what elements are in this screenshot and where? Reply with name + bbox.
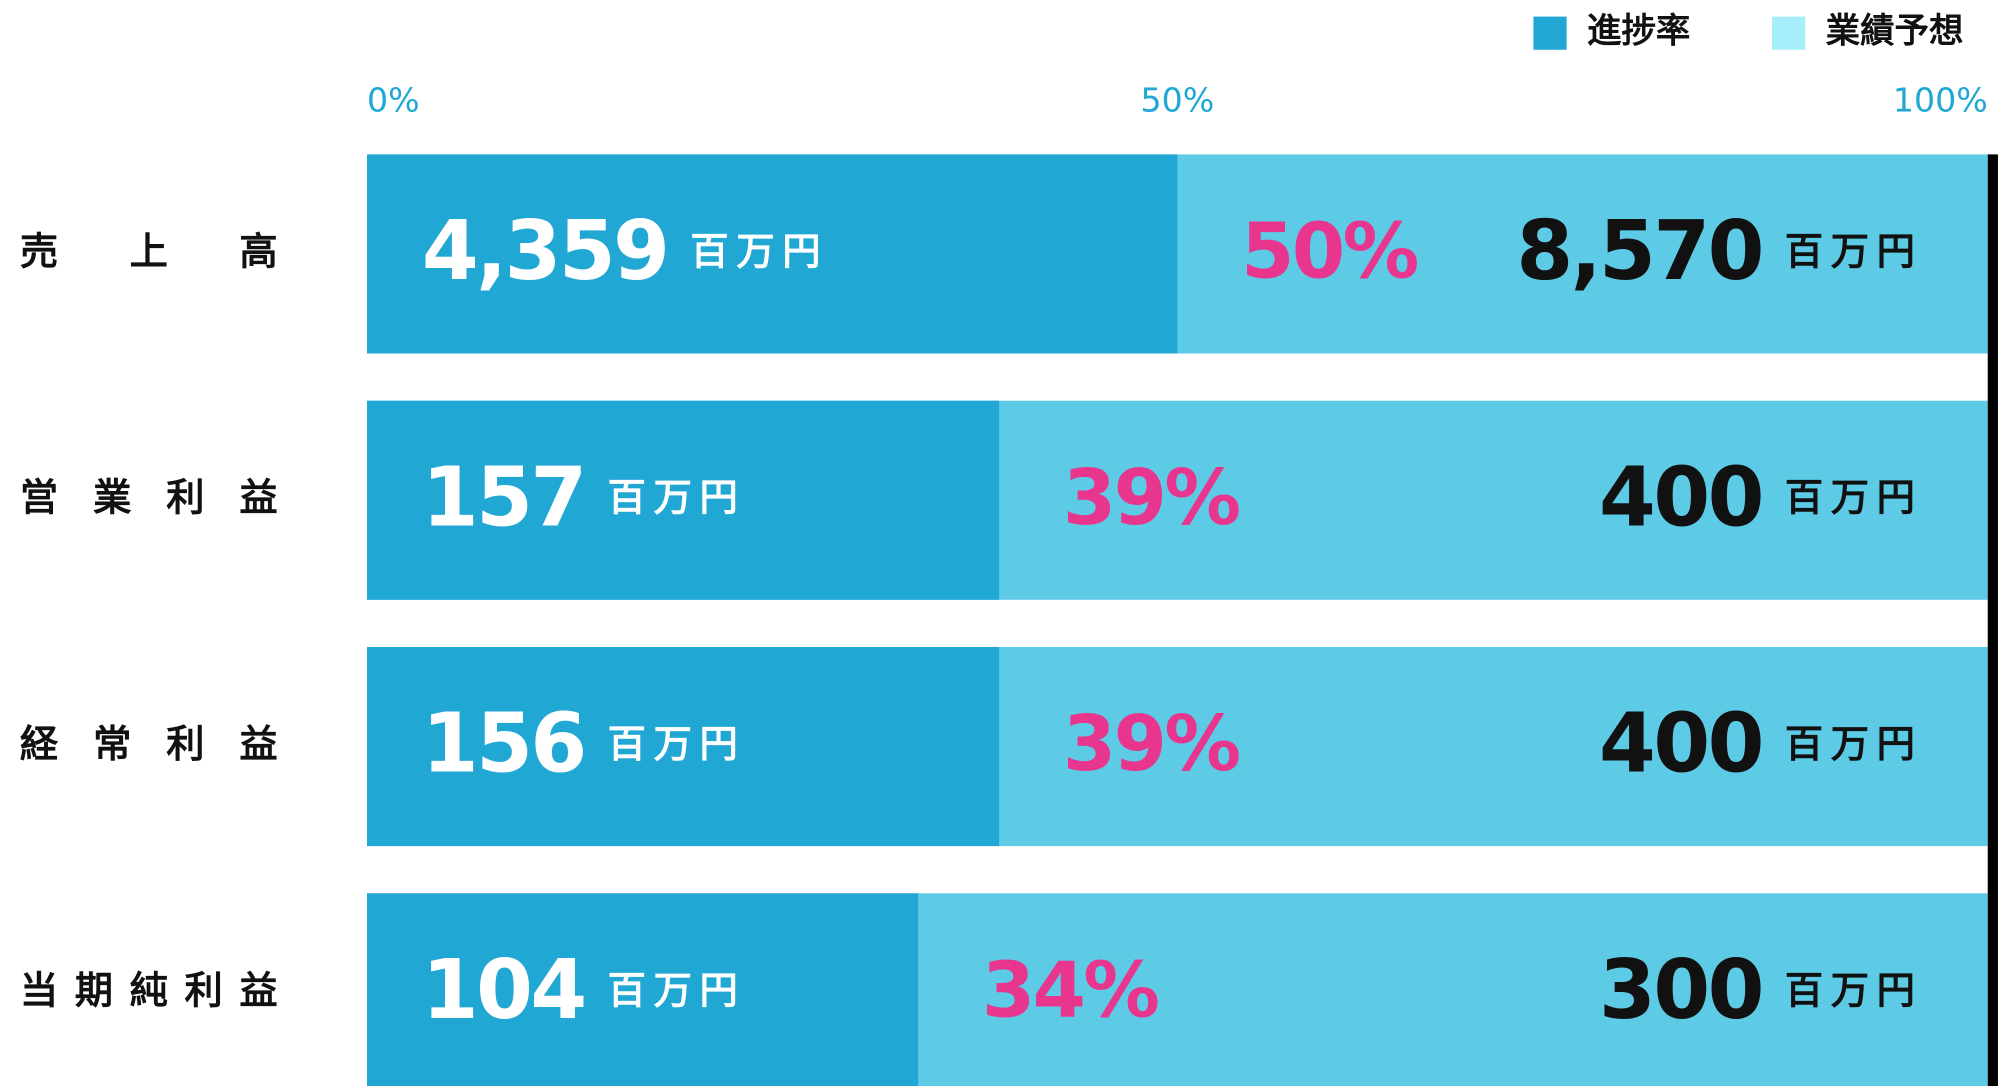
progress-label: 34% — [982, 946, 1158, 1035]
forecast-value: 400 — [1599, 450, 1762, 545]
category-label: 経常利益 — [20, 722, 278, 767]
progress-label: 39% — [1063, 700, 1239, 789]
actual-value: 156 — [422, 697, 585, 792]
unit-label: 百万円 — [608, 476, 746, 521]
legend-swatch — [1533, 16, 1567, 50]
forecast-value: 400 — [1599, 697, 1762, 792]
unit-label: 百万円 — [608, 722, 746, 767]
x-tick-label: 50% — [1141, 81, 1215, 120]
unit-label: 百万円 — [690, 229, 828, 274]
progress-label: 50% — [1241, 207, 1417, 296]
forecast-value: 300 — [1599, 943, 1762, 1038]
progress-bar — [367, 647, 1000, 847]
x-tick-label: 100% — [1893, 81, 1988, 120]
actual-value: 4,359 — [422, 204, 668, 299]
category-label: 当期純利益 — [20, 968, 278, 1013]
unit-label: 百万円 — [1785, 968, 1923, 1013]
actual-value: 104 — [422, 943, 585, 1038]
unit-label: 百万円 — [1785, 722, 1923, 767]
progress-label: 39% — [1063, 454, 1239, 543]
progress-bar — [367, 154, 1178, 354]
legend-label: 進捗率 — [1587, 12, 1690, 52]
progress-bar — [367, 893, 919, 1086]
forecast-value: 8,570 — [1516, 204, 1762, 299]
unit-label: 百万円 — [1785, 476, 1923, 521]
legend-label: 業績予想 — [1826, 12, 1964, 52]
unit-label: 百万円 — [608, 968, 746, 1013]
x-tick-label: 0% — [367, 81, 420, 120]
progress-bar — [367, 400, 1000, 600]
actual-value: 157 — [422, 450, 585, 545]
category-label: 売 上 高 — [20, 229, 278, 274]
legend-swatch — [1772, 16, 1806, 50]
unit-label: 百万円 — [1785, 229, 1923, 274]
category-label: 営業利益 — [20, 476, 278, 521]
